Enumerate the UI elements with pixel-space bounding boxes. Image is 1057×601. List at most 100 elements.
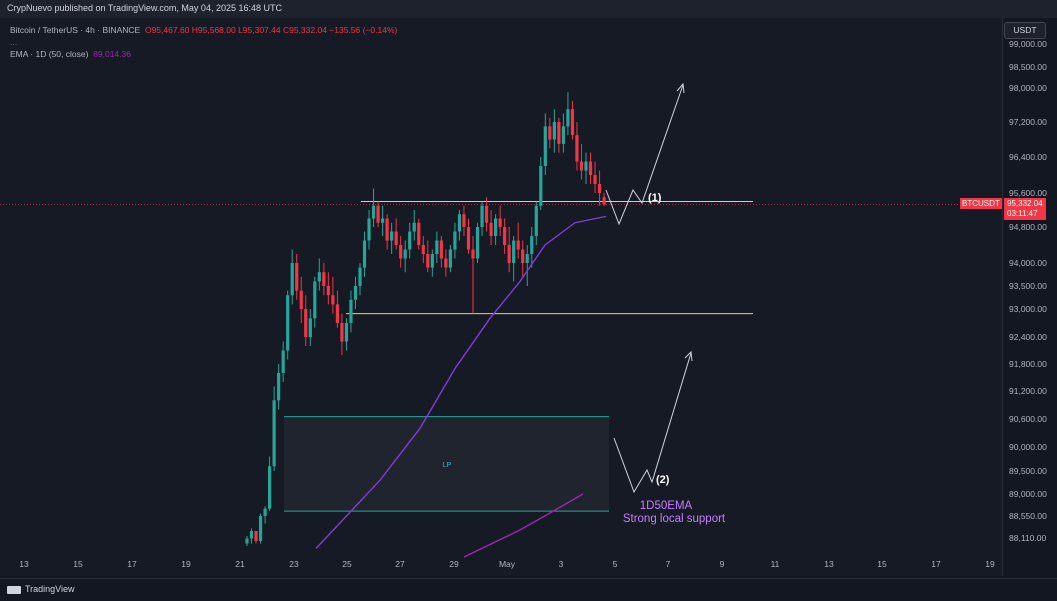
- candle-body[interactable]: [453, 231, 457, 250]
- candle-body[interactable]: [295, 263, 299, 291]
- candle-body[interactable]: [381, 218, 385, 223]
- candle-body[interactable]: [317, 272, 321, 282]
- time-tick: 23: [289, 559, 299, 569]
- candle-body[interactable]: [340, 323, 344, 342]
- candle-body[interactable]: [367, 218, 371, 241]
- time-tick: 13: [19, 559, 29, 569]
- candle-body[interactable]: [412, 222, 416, 232]
- candle-body[interactable]: [290, 263, 294, 296]
- ema-line[interactable]: [315, 215, 607, 549]
- time-tick: 17: [931, 559, 941, 569]
- candle-body[interactable]: [426, 254, 430, 268]
- candle-body[interactable]: [471, 249, 475, 259]
- candle-body[interactable]: [272, 400, 276, 467]
- candle-body[interactable]: [525, 254, 529, 263]
- candle-body[interactable]: [507, 245, 511, 263]
- candle-body[interactable]: [313, 281, 317, 319]
- candle-body[interactable]: [344, 323, 349, 342]
- candle-body[interactable]: [521, 249, 525, 264]
- candle-body[interactable]: [326, 286, 330, 296]
- candle-body[interactable]: [385, 218, 389, 241]
- candle-body[interactable]: [299, 290, 303, 309]
- candle-body[interactable]: [408, 231, 412, 250]
- candle-body[interactable]: [277, 373, 281, 401]
- candle-body[interactable]: [390, 231, 394, 241]
- candle-body[interactable]: [417, 222, 421, 245]
- candle-body[interactable]: [494, 218, 498, 237]
- candle-body[interactable]: [245, 538, 249, 544]
- label-scenario-2: (2): [656, 474, 670, 486]
- candle-body[interactable]: [322, 272, 326, 286]
- candle-body[interactable]: [308, 318, 312, 337]
- candle-body[interactable]: [394, 231, 398, 246]
- candle-body[interactable]: [335, 304, 339, 323]
- candle-body[interactable]: [349, 299, 353, 323]
- candle-body[interactable]: [430, 254, 434, 268]
- price-tick: 93,000.00: [1009, 304, 1047, 314]
- time-tick: 15: [877, 559, 887, 569]
- candle-body[interactable]: [534, 205, 538, 236]
- candle-body[interactable]: [566, 109, 570, 127]
- candle-body[interactable]: [263, 508, 267, 516]
- candle-body[interactable]: [530, 236, 534, 254]
- price-tick: 98,000.00: [1009, 83, 1047, 93]
- candle-body[interactable]: [258, 516, 263, 541]
- candle-body[interactable]: [602, 197, 606, 205]
- candle-body[interactable]: [579, 161, 584, 171]
- candle-body[interactable]: [597, 184, 602, 193]
- candle-body[interactable]: [286, 295, 290, 351]
- price-tick: 91,200.00: [1009, 386, 1047, 396]
- candle-body[interactable]: [439, 240, 443, 259]
- candle-body[interactable]: [358, 267, 362, 286]
- currency-button[interactable]: USDT: [1004, 22, 1046, 39]
- candle-body[interactable]: [503, 227, 507, 245]
- candle-body[interactable]: [448, 249, 452, 268]
- candle-body[interactable]: [552, 122, 556, 140]
- candle-body[interactable]: [403, 249, 407, 259]
- candle-body[interactable]: [584, 161, 588, 171]
- time-tick: 11: [770, 559, 780, 569]
- price-tick: 88,110.00: [1009, 533, 1047, 543]
- candle-body[interactable]: [444, 258, 448, 268]
- footer-bar: TradingView: [0, 578, 1057, 601]
- time-tick: 29: [449, 559, 459, 569]
- candle-body[interactable]: [331, 295, 335, 305]
- candle-body[interactable]: [362, 240, 367, 268]
- price-axis[interactable]: 99,000.00 98,500.00 98,000.00 97,200.00 96,4…: [1002, 18, 1057, 576]
- candle-body[interactable]: [539, 166, 543, 206]
- candle-body[interactable]: [421, 245, 425, 254]
- candle-body[interactable]: [557, 122, 561, 144]
- legend-more[interactable]: ...: [10, 37, 18, 47]
- candle-body[interactable]: [254, 531, 258, 541]
- candle-body[interactable]: [570, 109, 575, 136]
- candle-body[interactable]: [399, 245, 403, 259]
- candle-body[interactable]: [575, 135, 579, 162]
- candle-body[interactable]: [516, 240, 520, 250]
- candle-body[interactable]: [498, 218, 502, 228]
- candle-body[interactable]: [588, 161, 593, 176]
- candle-body[interactable]: [281, 350, 285, 374]
- candle-body[interactable]: [371, 205, 376, 219]
- candle-body[interactable]: [435, 240, 439, 255]
- candle-body[interactable]: [353, 286, 358, 300]
- candle-body[interactable]: [457, 214, 462, 232]
- arrow-head-1-icon: [676, 82, 685, 94]
- candle-body[interactable]: [543, 126, 547, 166]
- candle-body[interactable]: [548, 126, 552, 140]
- candle-body[interactable]: [249, 531, 254, 539]
- candle-body[interactable]: [376, 205, 380, 223]
- candle-body[interactable]: [561, 126, 565, 144]
- candle-body[interactable]: [268, 466, 272, 509]
- candle-body[interactable]: [462, 214, 466, 227]
- candle-body[interactable]: [484, 205, 489, 223]
- candle-body[interactable]: [304, 309, 308, 337]
- time-tick: 7: [665, 559, 671, 569]
- candle-body[interactable]: [489, 222, 493, 236]
- candle-body[interactable]: [512, 240, 516, 264]
- tradingview-logo[interactable]: TradingView: [7, 584, 75, 594]
- candle-body[interactable]: [593, 175, 597, 184]
- candle-body[interactable]: [475, 227, 480, 259]
- candle-body[interactable]: [466, 227, 471, 250]
- candle-body[interactable]: [480, 205, 484, 227]
